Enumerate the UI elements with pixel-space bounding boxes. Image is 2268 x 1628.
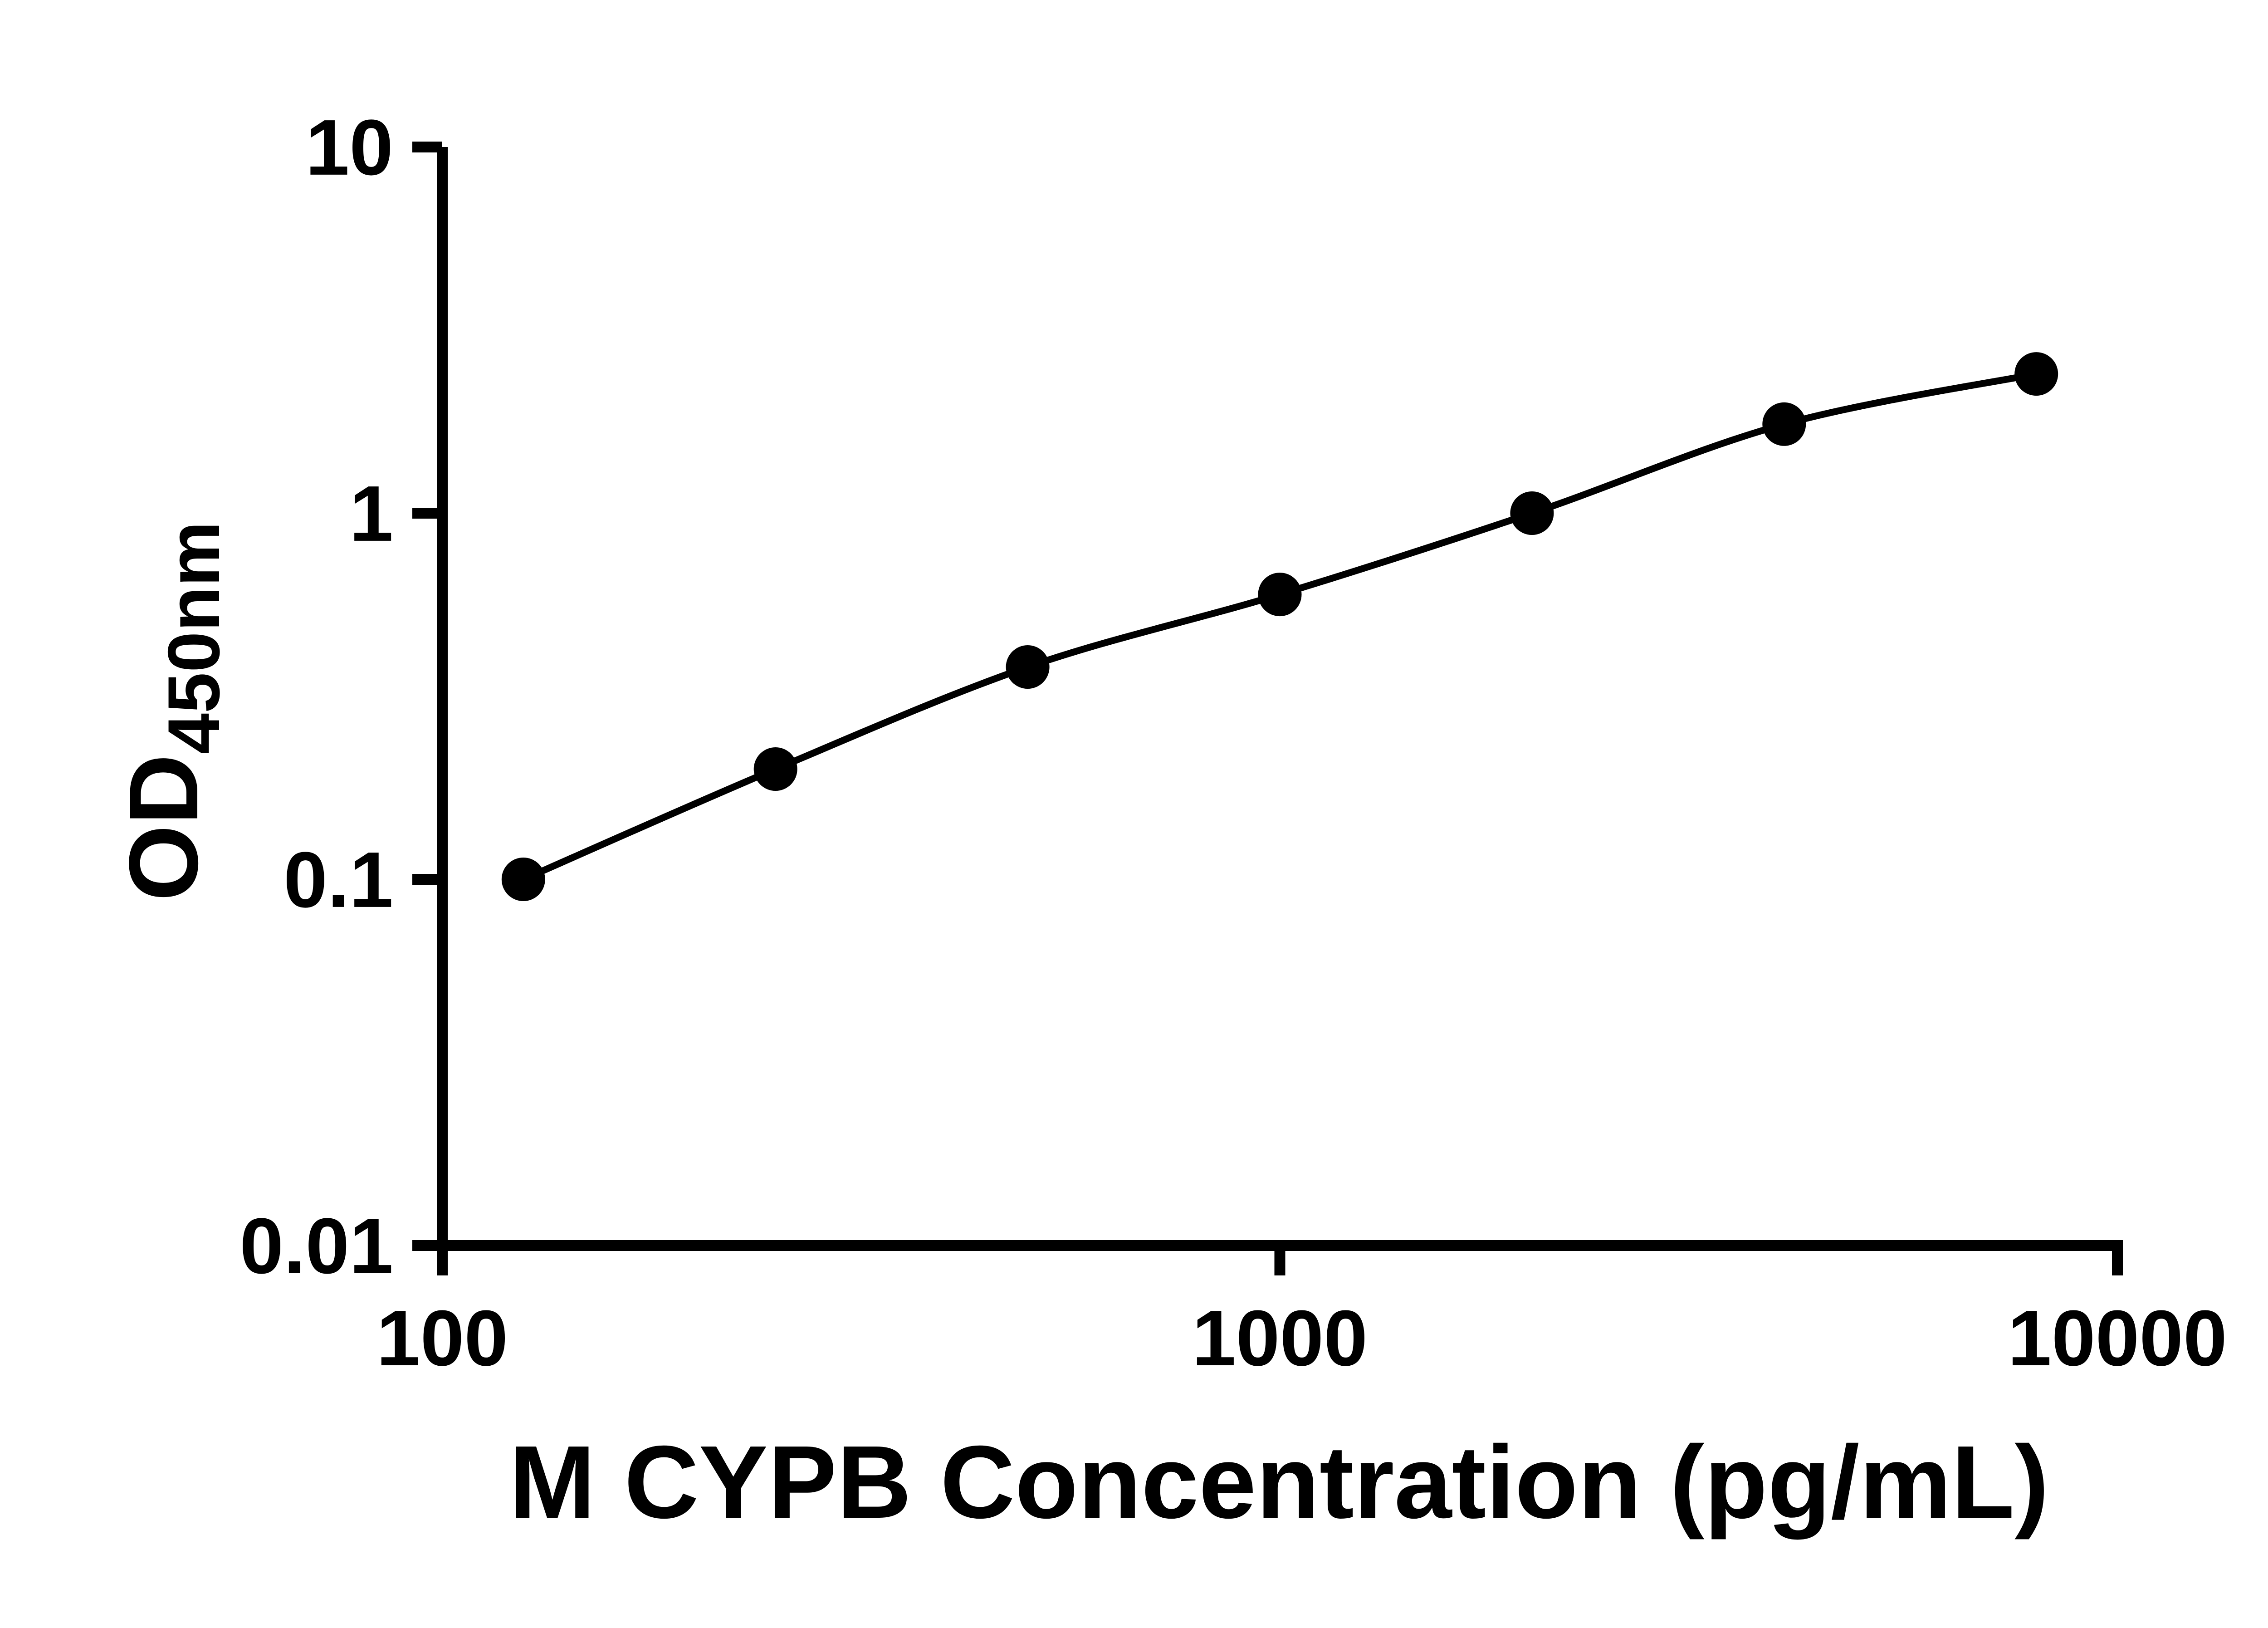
data-point	[1510, 491, 1554, 535]
x-axis-tick-label: 1000	[1192, 1294, 1368, 1382]
y-axis-title-subscript: 450nm	[153, 521, 235, 754]
y-axis-title-main: OD	[108, 754, 218, 901]
data-point	[1762, 402, 1806, 446]
data-point	[1006, 645, 1050, 689]
x-axis-tick-label: 100	[376, 1294, 508, 1382]
y-axis-title: OD450nm	[108, 521, 235, 901]
y-axis-tick-label: 0.1	[284, 835, 393, 924]
data-point	[753, 747, 797, 791]
series-standard-curve	[501, 352, 2058, 901]
data-point	[2014, 352, 2058, 396]
y-axis-tick-label: 0.01	[240, 1201, 393, 1290]
y-axis-tick-label: 1	[349, 469, 393, 558]
x-axis-title: M CYPB Concentration (pg/mL)	[509, 1425, 2049, 1540]
y-axis-tick-label: 10	[305, 103, 393, 191]
x-axis-tick-label: 10000	[2008, 1294, 2227, 1382]
data-point	[1258, 573, 1302, 617]
data-point	[501, 858, 545, 901]
axis-spine	[437, 147, 2123, 1251]
standard-curve-line	[522, 370, 2037, 883]
